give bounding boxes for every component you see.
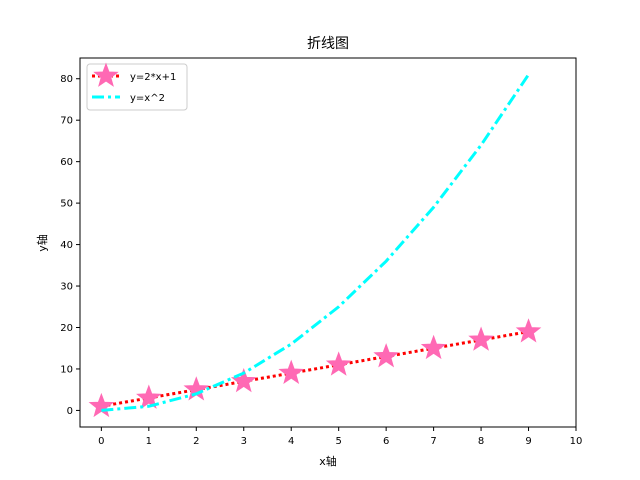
x-axis-label: x轴 [319, 454, 337, 468]
plot-area [88, 73, 542, 418]
series-line-1 [101, 330, 529, 408]
x-tick-label: 2 [193, 436, 199, 447]
y-axis-label: y轴 [35, 234, 49, 252]
x-axis: 0 1 2 3 4 5 6 7 8 9 10 [98, 427, 582, 447]
x-tick-label: 9 [525, 436, 531, 447]
legend-label-1: y=2*x+1 [130, 72, 176, 83]
y-tick-label: 30 [60, 282, 73, 293]
data-point [373, 343, 399, 368]
series-line-2 [101, 73, 530, 412]
data-point [420, 334, 447, 360]
data-point [325, 351, 352, 376]
y-tick-label: 70 [60, 116, 73, 127]
legend-label-2: y=x^2 [130, 93, 165, 104]
data-point [136, 384, 162, 409]
x-tick-label: 6 [383, 436, 389, 447]
plot-frame [79, 57, 577, 428]
x-tick-label: 0 [98, 436, 104, 447]
x-tick-label: 8 [478, 436, 484, 447]
data-point [278, 359, 305, 384]
y-tick-label: 50 [60, 199, 73, 210]
data-point [88, 392, 115, 418]
y-tick-label: 80 [60, 74, 73, 85]
x-tick-label: 5 [335, 436, 341, 447]
legend: y=2*x+1 y=x^2 [86, 62, 188, 111]
data-point [515, 318, 542, 343]
y-axis: 0 10 20 30 40 50 60 70 80 [60, 74, 80, 417]
x-tick-label: 1 [146, 436, 152, 447]
y-tick-label: 0 [67, 406, 73, 417]
data-point [468, 326, 494, 351]
y-tick-label: 10 [60, 364, 73, 375]
x-tick-label: 10 [570, 436, 583, 447]
y-tick-label: 20 [60, 323, 73, 334]
x-tick-label: 7 [430, 436, 436, 447]
x-tick-label: 4 [288, 436, 294, 447]
x-tick-label: 3 [241, 436, 247, 447]
data-point [183, 376, 210, 401]
y-tick-label: 40 [60, 240, 73, 251]
chart-title: 折线图 [307, 36, 349, 52]
legend-marker [93, 62, 119, 87]
y-tick-label: 60 [60, 157, 73, 168]
